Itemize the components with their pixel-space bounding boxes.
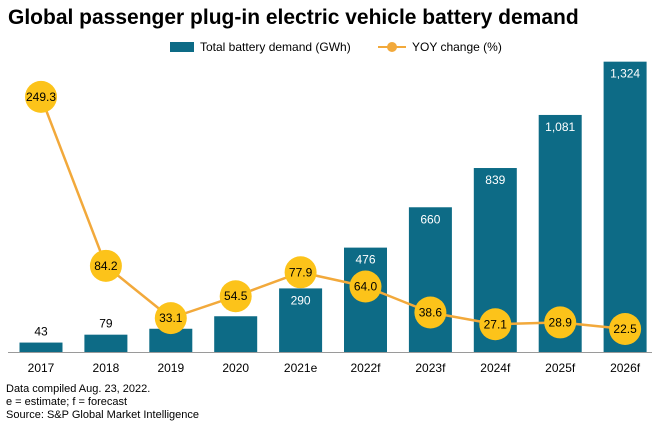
yoy-value-label: 84.2 (94, 259, 118, 273)
yoy-marker (414, 296, 447, 329)
legend-label-yoy-change: YOY change (%) (412, 40, 502, 54)
legend-item-battery-demand: Total battery demand (GWh) (170, 40, 351, 54)
legend-line-swatch (378, 41, 406, 53)
yoy-marker (89, 249, 122, 282)
x-tick-label: 2026f (610, 361, 641, 375)
bar-value-label: 43 (34, 325, 48, 339)
bar-value-label: 476 (355, 253, 375, 267)
yoy-value-label: 38.6 (419, 305, 443, 319)
note-compiled: Data compiled Aug. 23, 2022. (6, 383, 151, 395)
chart-notes: Data compiled Aug. 23, 2022. e = estimat… (6, 383, 199, 422)
yoy-value-label: 28.9 (549, 315, 573, 329)
bar-2018 (84, 334, 128, 352)
x-tick-label: 2022f (350, 361, 381, 375)
note-key: e = estimate; f = forecast (6, 396, 128, 408)
yoy-value-label: 64.0 (354, 280, 378, 294)
yoy-value-label: 33.1 (159, 311, 183, 325)
legend-label-battery-demand: Total battery demand (GWh) (200, 40, 351, 54)
x-tick-label: 2017 (28, 361, 55, 375)
bar-value-label: 839 (485, 173, 505, 187)
yoy-value-label: 22.5 (613, 322, 637, 336)
yoy-value-label: 54.5 (224, 289, 248, 303)
chart-title: Global passenger plug-in electric vehicl… (8, 6, 579, 29)
bar-value-label: 1,081 (545, 120, 575, 134)
legend-bar-swatch (170, 42, 194, 52)
yoy-line (39, 96, 626, 331)
yoy-marker (349, 270, 382, 303)
x-tick-label: 2024f (480, 361, 511, 375)
bar-2021e (279, 288, 323, 352)
bar-2023f (408, 207, 452, 352)
x-tick-label: 2019 (157, 361, 184, 375)
legend: Total battery demand (GWh) YOY change (%… (0, 40, 660, 58)
x-tick-label: 2018 (93, 361, 120, 375)
yoy-marker (154, 302, 187, 335)
x-tick-label: 2023f (415, 361, 446, 375)
bar-value-label: 79 (99, 317, 113, 331)
yoy-marker (544, 306, 577, 339)
bar-value-label: 1,324 (610, 67, 640, 81)
bar-value-label: 660 (420, 212, 440, 226)
note-source: Source: S&P Global Market Intelligence (6, 409, 200, 421)
yoy-marker (25, 80, 57, 113)
bar-2026f (603, 61, 647, 353)
yoy-value-label: 27.1 (484, 317, 508, 331)
x-tick-label: 2021e (284, 361, 318, 375)
yoy-marker (284, 256, 317, 289)
legend-item-yoy-change: YOY change (%) (378, 40, 502, 54)
bar-2017 (19, 342, 63, 352)
yoy-marker (219, 280, 252, 313)
bar-value-label: 290 (291, 293, 311, 307)
bar-2019 (149, 328, 193, 352)
yoy-marker (479, 308, 512, 341)
yoy-value-label: 249.3 (26, 90, 56, 104)
x-tick-label: 2025f (545, 361, 576, 375)
x-tick-label: 2020 (222, 361, 249, 375)
yoy-marker (609, 312, 642, 345)
bar-2020 (214, 316, 258, 352)
yoy-value-label: 77.9 (289, 265, 313, 279)
